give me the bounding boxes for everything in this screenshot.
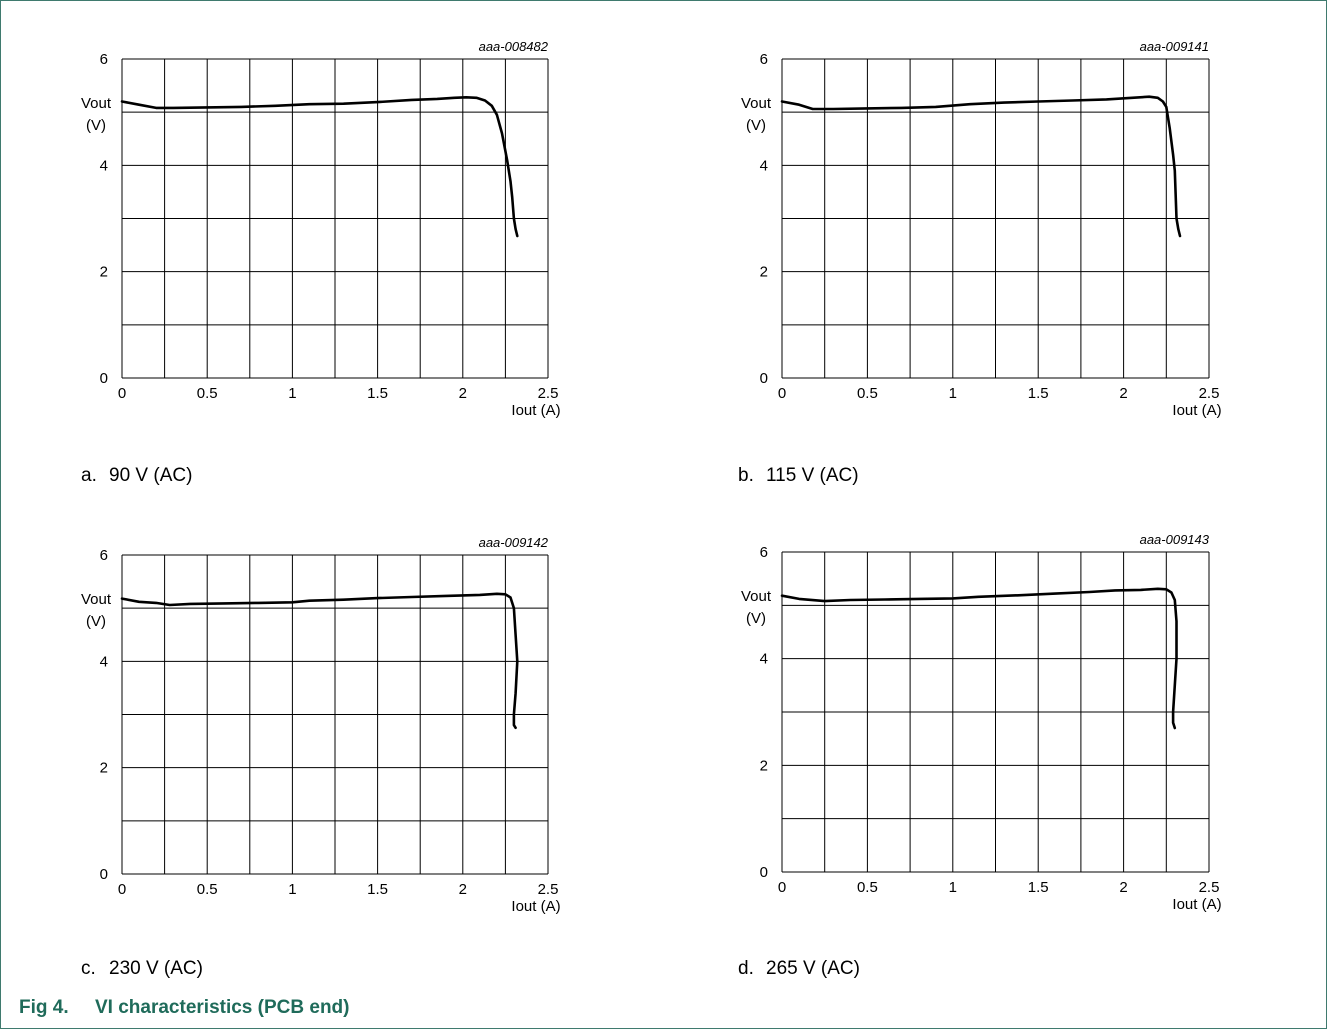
x-tick-label: 1 bbox=[949, 879, 957, 896]
x-tick-label: 1.5 bbox=[1028, 385, 1049, 402]
y-tick-label: 4 bbox=[100, 157, 108, 174]
caption-b: b. 115 V (AC) bbox=[738, 465, 859, 487]
vi-curve bbox=[780, 587, 1178, 730]
caption-d: d. 265 V (AC) bbox=[738, 958, 860, 980]
caption-text: 230 V (AC) bbox=[109, 958, 203, 979]
vi-curve bbox=[780, 95, 1182, 238]
x-tick-label: 0.5 bbox=[857, 385, 878, 402]
x-tick-label: 1.5 bbox=[367, 881, 388, 898]
x-axis-label: Iout (A) bbox=[1172, 896, 1221, 913]
y-tick-label: 0 bbox=[100, 866, 108, 883]
y-axis-label: (V) bbox=[86, 613, 106, 630]
y-tick-label: 4 bbox=[100, 653, 108, 670]
figure-code: aaa-009141 bbox=[1140, 39, 1209, 54]
caption-a: a. 90 V (AC) bbox=[81, 465, 192, 487]
y-axis-label: (V) bbox=[746, 117, 766, 134]
y-tick-label: 6 bbox=[760, 544, 768, 561]
caption-c: c. 230 V (AC) bbox=[81, 958, 203, 980]
y-tick-label: 6 bbox=[760, 51, 768, 68]
caption-letter: a. bbox=[81, 465, 97, 486]
figure-title-text: VI characteristics (PCB end) bbox=[95, 997, 350, 1018]
x-tick-label: 2 bbox=[1119, 879, 1127, 896]
chart-a: 0 0.5 1 1.5 2 2.5 0 2 4 6 Vout (V) Iout (A) aaa-00848… bbox=[81, 39, 561, 419]
caption-letter: b. bbox=[738, 465, 754, 486]
figure-number: Fig 4. bbox=[19, 997, 69, 1018]
x-tick-label: 0 bbox=[118, 385, 126, 402]
figure-code: aaa-008482 bbox=[479, 39, 549, 54]
y-axis-label: Vout bbox=[81, 591, 112, 608]
x-tick-label: 0.5 bbox=[197, 881, 218, 898]
y-tick-label: 0 bbox=[760, 864, 768, 881]
chart-c: 0 0.5 1 1.5 2 2.5 0 2 4 6 Vout (V) Iout (A) aaa-00914… bbox=[81, 535, 561, 915]
figure-title: Fig 4. VI characteristics (PCB end) bbox=[19, 997, 349, 1019]
y-tick-label: 2 bbox=[100, 760, 108, 777]
x-tick-label: 2.5 bbox=[1199, 879, 1220, 896]
x-axis-label: Iout (A) bbox=[1172, 402, 1221, 419]
y-tick-label: 4 bbox=[760, 157, 768, 174]
y-tick-label: 2 bbox=[100, 264, 108, 281]
y-axis-label: (V) bbox=[746, 610, 766, 627]
caption-text: 115 V (AC) bbox=[766, 465, 859, 486]
x-tick-label: 2.5 bbox=[1199, 385, 1220, 402]
caption-text: 265 V (AC) bbox=[766, 958, 860, 979]
vi-curve bbox=[120, 592, 519, 730]
caption-letter: d. bbox=[738, 958, 754, 979]
vi-curve bbox=[120, 95, 519, 238]
x-tick-label: 1 bbox=[288, 385, 296, 402]
y-axis-label: (V) bbox=[86, 117, 106, 134]
caption-letter: c. bbox=[81, 958, 96, 979]
y-tick-label: 4 bbox=[760, 651, 768, 668]
x-axis-label: Iout (A) bbox=[511, 898, 560, 915]
y-tick-label: 0 bbox=[100, 370, 108, 387]
y-tick-label: 2 bbox=[760, 264, 768, 281]
figure-code: aaa-009143 bbox=[1140, 532, 1210, 547]
caption-text: 90 V (AC) bbox=[109, 465, 193, 486]
y-tick-label: 0 bbox=[760, 370, 768, 387]
x-axis-label: Iout (A) bbox=[511, 402, 560, 419]
figure-code: aaa-009142 bbox=[479, 535, 549, 550]
x-tick-label: 0.5 bbox=[197, 385, 218, 402]
y-axis-label: Vout bbox=[81, 95, 112, 112]
chart-d: 0 0.5 1 1.5 2 2.5 0 2 4 6 Vout (V) Iout (A) aaa-00914… bbox=[741, 532, 1222, 913]
chart-b: 0 0.5 1 1.5 2 2.5 0 2 4 6 Vout (V) Iout (A) aaa-00914… bbox=[741, 39, 1222, 419]
y-axis-label: Vout bbox=[741, 95, 772, 112]
x-tick-label: 1.5 bbox=[1028, 879, 1049, 896]
y-tick-label: 6 bbox=[100, 51, 108, 68]
x-tick-label: 2 bbox=[459, 881, 467, 898]
x-tick-label: 2 bbox=[1119, 385, 1127, 402]
x-tick-label: 1 bbox=[949, 385, 957, 402]
x-tick-label: 2.5 bbox=[538, 385, 559, 402]
y-tick-label: 6 bbox=[100, 547, 108, 564]
x-tick-label: 2.5 bbox=[538, 881, 559, 898]
x-tick-label: 1.5 bbox=[367, 385, 388, 402]
x-tick-label: 0 bbox=[778, 879, 786, 896]
x-tick-label: 1 bbox=[288, 881, 296, 898]
x-tick-label: 2 bbox=[459, 385, 467, 402]
y-tick-label: 2 bbox=[760, 757, 768, 774]
x-tick-label: 0 bbox=[778, 385, 786, 402]
x-tick-label: 0 bbox=[118, 881, 126, 898]
y-axis-label: Vout bbox=[741, 588, 772, 605]
x-tick-label: 0.5 bbox=[857, 879, 878, 896]
